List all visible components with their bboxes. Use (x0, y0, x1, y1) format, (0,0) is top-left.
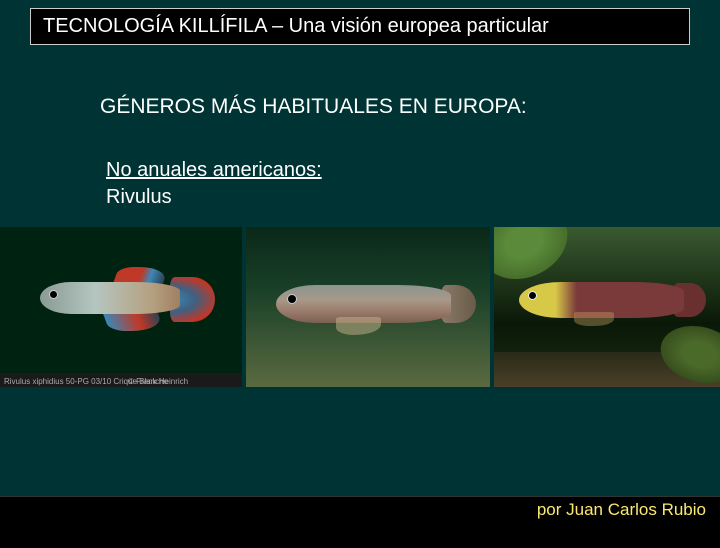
genus-name: Rivulus (106, 186, 640, 209)
fish-image-2 (246, 227, 490, 387)
sub-heading: No anuales americanos: (106, 159, 640, 182)
image-row: Rivulus xiphidius 50-PG 03/10 Crique Bla… (0, 227, 720, 387)
fish-image-1: Rivulus xiphidius 50-PG 03/10 Crique Bla… (0, 227, 242, 387)
fish-image-3 (494, 227, 720, 387)
image-1-caption-right: © Frank Heinrich (128, 377, 188, 386)
title-bar: TECNOLOGÍA KILLÍFILA – Una visión europe… (30, 8, 690, 45)
footer-bar: por Juan Carlos Rubio (0, 496, 720, 548)
slide-title: TECNOLOGÍA KILLÍFILA – Una visión europe… (43, 15, 677, 38)
section-heading: GÉNEROS MÁS HABITUALES EN EUROPA: (100, 95, 640, 119)
author-credit: por Juan Carlos Rubio (537, 500, 706, 520)
content-area: GÉNEROS MÁS HABITUALES EN EUROPA: No anu… (0, 45, 720, 387)
